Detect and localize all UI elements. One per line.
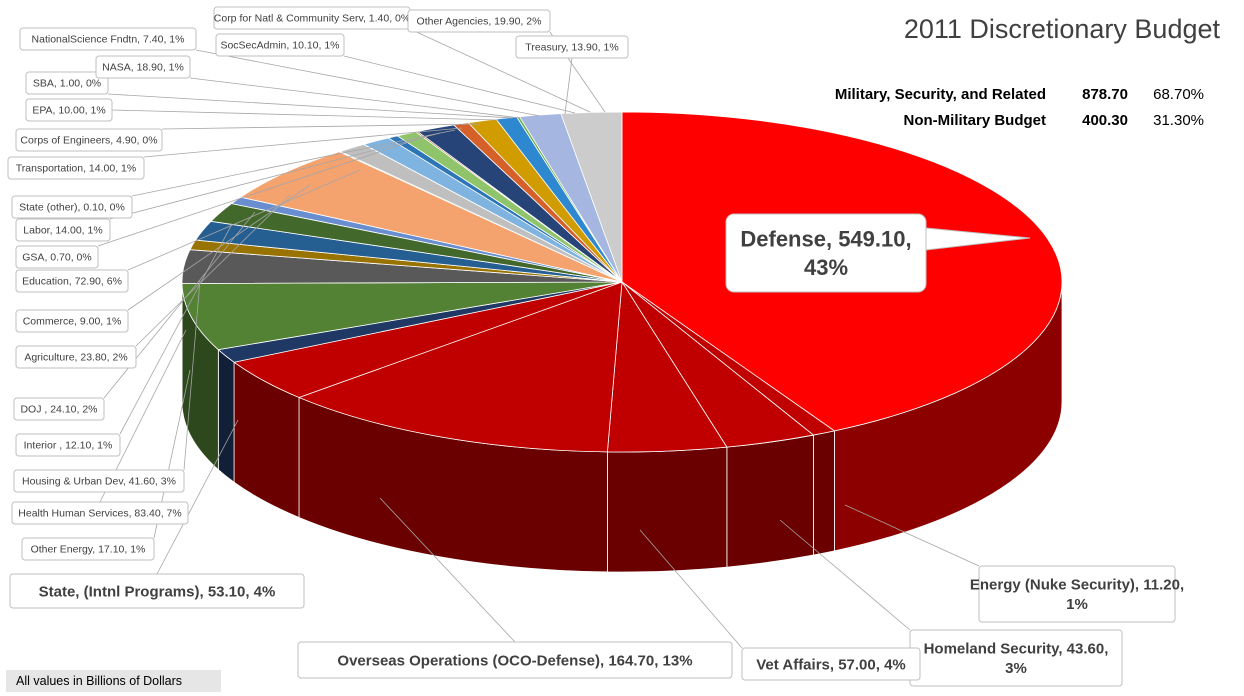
chart-title: 2011 Discretionary Budget <box>903 14 1220 44</box>
leader-line-3 <box>639 529 743 649</box>
summary-amount-nonmilitary: 400.30 <box>1082 112 1128 129</box>
label-box-26 <box>407 9 551 33</box>
label-box-11 <box>15 345 137 369</box>
label-box-19 <box>25 98 113 122</box>
leader-line-16 <box>131 129 456 197</box>
leader-line-12 <box>127 184 311 311</box>
label-box-0 <box>725 213 927 293</box>
label-box-21 <box>95 55 191 79</box>
label-box-4 <box>297 641 733 679</box>
data-label-22: NationalScience Fndtn, 7.40, 1% <box>32 34 185 46</box>
data-label-24: SocSecAdmin, 10.10, 1% <box>220 40 339 52</box>
slice-27 <box>560 111 623 283</box>
data-label-0: Defense, 549.10, 43% <box>740 226 911 280</box>
label-box-10 <box>13 397 105 421</box>
slice-4 <box>297 281 623 453</box>
side-wall-3 <box>607 446 728 573</box>
label-box-12 <box>15 309 129 333</box>
side-wall-1 <box>813 430 835 556</box>
leader-line-20 <box>107 93 513 119</box>
label-box-1 <box>978 565 1176 623</box>
data-label-26: Other Agencies, 19.90, 2% <box>417 16 542 28</box>
label-box-2 <box>909 629 1123 687</box>
units-footnote: All values in Billions of Dollars <box>6 670 221 692</box>
label-box-16 <box>11 195 133 219</box>
leader-line-2 <box>779 519 911 631</box>
data-label-12: Commerce, 9.00, 1% <box>23 316 122 328</box>
label-box-3 <box>741 647 921 681</box>
leader-line-18 <box>161 123 481 130</box>
summary-label-military: Military, Security, and Related <box>834 86 1046 103</box>
leader-lines <box>97 28 1031 649</box>
data-label-23: Treasury, 13.90, 1% <box>525 42 618 54</box>
data-label-9: Interior , 12.10, 1% <box>24 440 113 452</box>
leader-line-22 <box>195 49 541 117</box>
summary-amount-military: 878.70 <box>1082 86 1128 103</box>
side-wall-2 <box>726 434 814 568</box>
label-box-8 <box>13 469 185 493</box>
leader-line-8 <box>183 279 201 471</box>
label-box-24 <box>215 33 345 57</box>
data-label-25: Corp for Natl & Community Serv, 1.40, 0% <box>214 13 410 25</box>
label-box-5 <box>9 573 305 609</box>
slice-7 <box>181 281 623 351</box>
leader-line-25 <box>409 28 591 113</box>
side-wall-6 <box>217 348 235 484</box>
pie-side-walls <box>181 281 1063 573</box>
leader-line-19 <box>111 109 499 121</box>
data-label-16: State (other), 0.10, 0% <box>19 202 125 214</box>
data-label-4: Overseas Operations (OCO-Defense), 164.7… <box>337 652 692 669</box>
summary-percent-military: 68.70% <box>1153 86 1204 103</box>
label-box-9 <box>15 433 121 457</box>
label-box-15 <box>15 218 111 242</box>
data-label-10: DOJ , 24.10, 2% <box>20 404 97 416</box>
leader-line-21 <box>189 77 521 119</box>
data-label-5: State, (Intnl Programs), 53.10, 4% <box>39 583 276 600</box>
leader-line-15 <box>109 132 441 220</box>
label-box-22 <box>19 27 197 51</box>
leader-line-11 <box>135 194 291 347</box>
label-box-14 <box>15 245 99 269</box>
data-label-20: SBA, 1.00, 0% <box>33 78 101 90</box>
slice-13 <box>239 151 623 283</box>
data-label-8: Housing & Urban Dev, 41.60, 3% <box>22 476 176 488</box>
data-label-14: GSA, 0.70, 0% <box>22 252 91 264</box>
data-label-19: EPA, 10.00, 1% <box>32 105 105 117</box>
data-labels: Defense, 549.10, 43% Energy (Nuke Security… <box>7 6 1184 687</box>
data-label-15: Labor, 14.00, 1% <box>23 225 102 237</box>
leader-line-13 <box>127 169 361 271</box>
data-label-17: Transportation, 14.00, 1% <box>16 163 136 175</box>
leader-line-24 <box>343 55 576 114</box>
data-label-7: Health Human Services, 83.40, 7% <box>18 508 181 520</box>
label-box-18 <box>15 128 163 152</box>
data-label-1: Energy (Nuke Security), 11.20, 1% <box>970 577 1184 614</box>
leader-line-1 <box>844 504 980 567</box>
leader-line-14 <box>97 134 431 247</box>
data-label-3: Vet Affairs, 57.00, 4% <box>756 656 906 673</box>
data-label-6: Other Energy, 17.10, 1% <box>31 544 146 556</box>
leader-line-9 <box>119 223 233 435</box>
leader-line-4 <box>379 497 516 643</box>
summary-percent-nonmilitary: 31.30% <box>1153 112 1204 129</box>
summary-label-nonmilitary: Non-Military Budget <box>903 112 1047 129</box>
label-box-6 <box>21 537 155 561</box>
data-label-18: Corps of Engineers, 4.90, 0% <box>20 135 157 147</box>
label-box-20 <box>25 71 109 95</box>
data-label-21: NASA, 18.90, 1% <box>102 62 184 74</box>
pie-top-faces <box>181 111 1063 453</box>
label-box-17 <box>7 156 145 180</box>
leader-line-5 <box>156 419 239 575</box>
leader-line-17 <box>143 127 463 158</box>
data-label-2: Homeland Security, 43.60, 3% <box>924 641 1109 678</box>
label-box-7 <box>11 501 189 525</box>
leader-line-23 <box>564 57 573 115</box>
data-label-11: Agriculture, 23.80, 2% <box>24 352 127 364</box>
data-label-13: Education, 72.90, 6% <box>22 276 122 288</box>
label-box-13 <box>15 269 129 293</box>
label-box-23 <box>515 35 629 59</box>
